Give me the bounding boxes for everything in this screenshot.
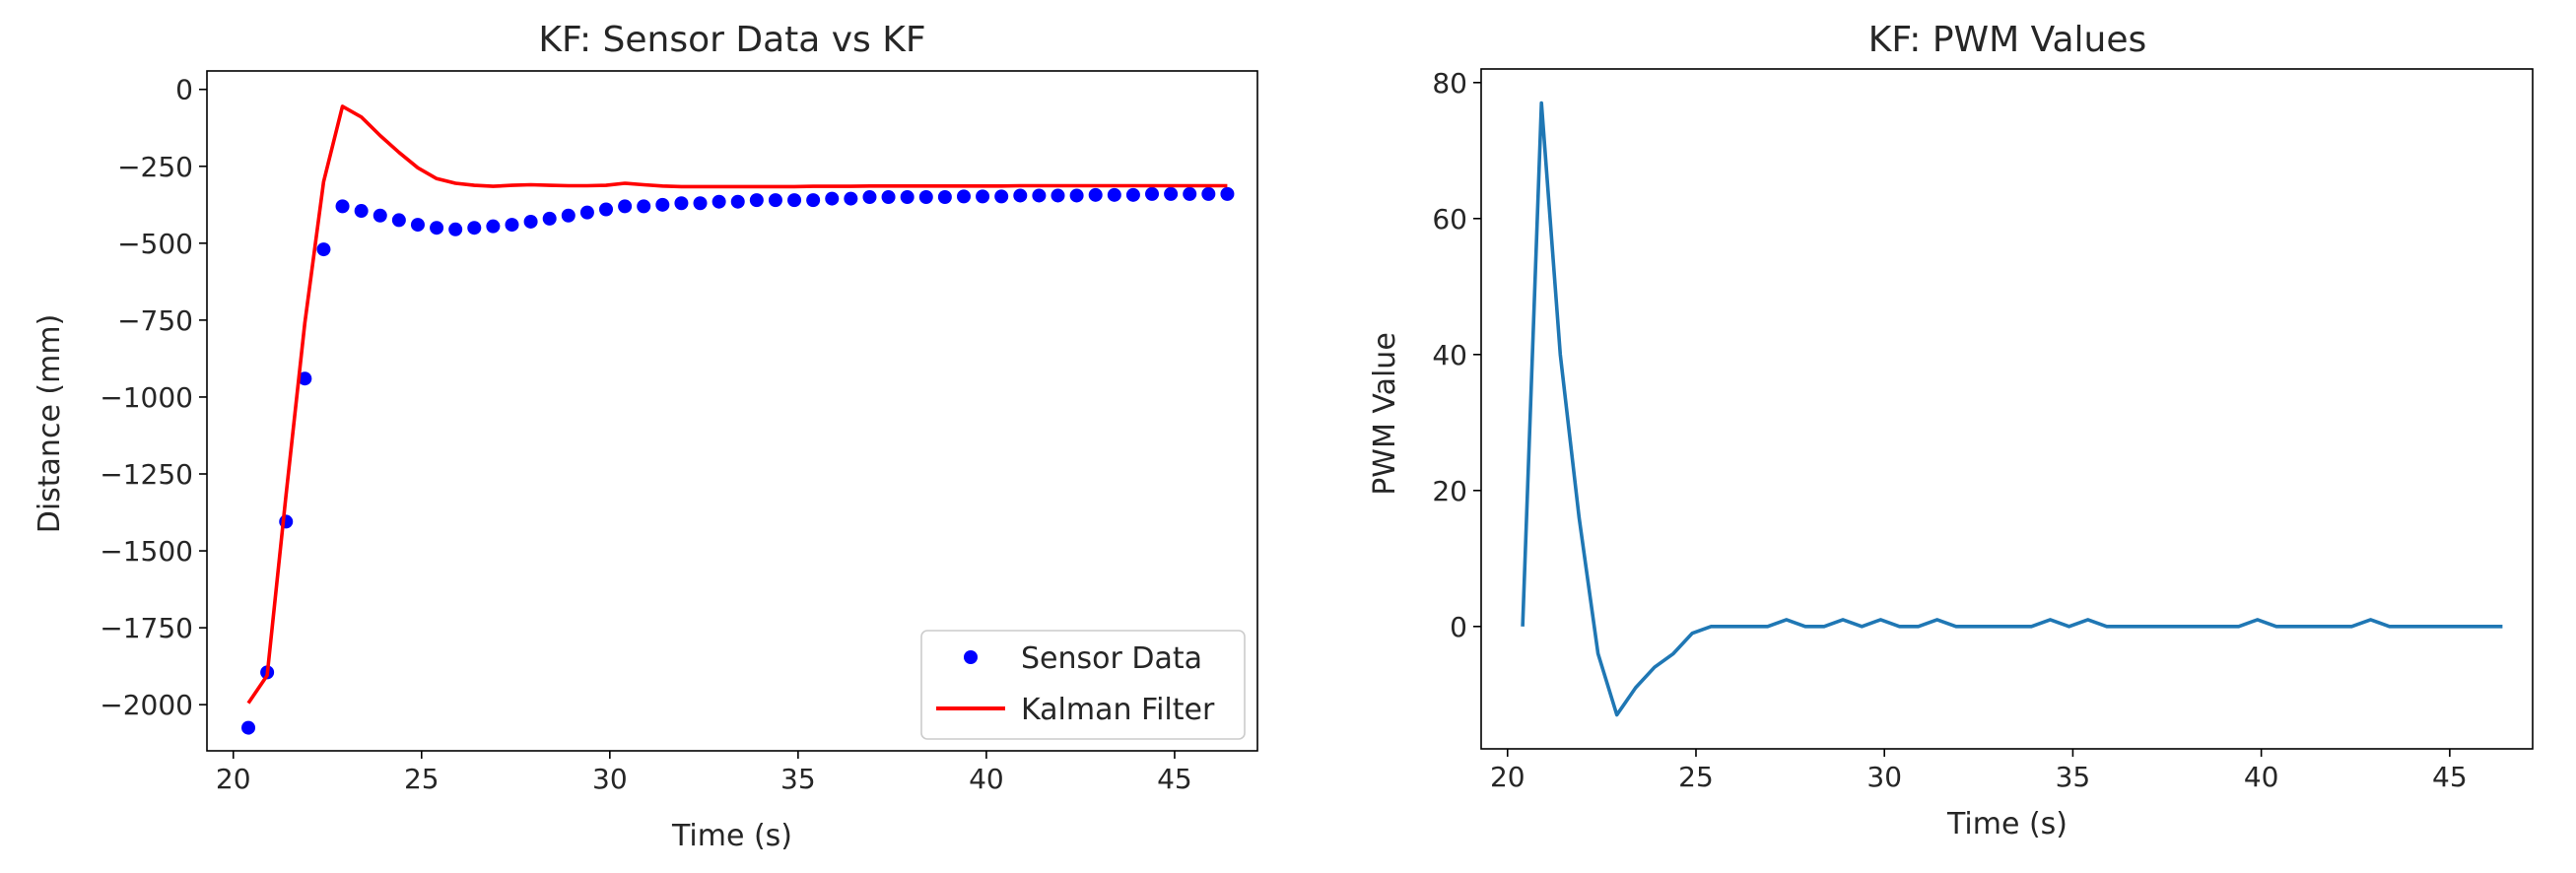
legend-label-kalman-filter: Kalman Filter [1021,693,1215,727]
data-point-sensor-data [579,205,594,220]
data-point-sensor-data [956,189,971,204]
data-point-sensor-data [505,218,519,233]
data-point-sensor-data [862,190,877,205]
data-point-sensor-data [1051,188,1065,203]
y-axis-label: Distance (mm) [33,314,67,534]
data-point-sensor-data [1220,186,1235,201]
axis-ticks: 20 25 30 35 40 45 0 −250 −500 −750 −1000 −1250 −1500… [100,74,1191,795]
data-point-sensor-data [976,189,990,204]
data-point-sensor-data [298,371,312,386]
data-point-sensor-data [1125,187,1140,202]
y-tick-label: −750 [117,304,193,337]
plot-area [1521,101,2503,717]
x-tick-label: 20 [216,763,251,795]
data-point-sensor-data [1183,186,1197,201]
y-tick-label: −250 [117,151,193,183]
data-point-sensor-data [674,196,689,211]
chart-title: KF: PWM Values [1868,20,2147,60]
data-point-sensor-data [316,242,331,257]
x-tick-label: 30 [1866,761,1902,793]
data-point-sensor-data [1164,186,1179,201]
data-point-sensor-data [637,199,651,214]
data-point-sensor-data [787,193,802,208]
legend-box [920,630,1246,740]
data-point-sensor-data [1032,188,1047,203]
data-point-sensor-data [881,190,896,205]
y-tick-label: 0 [1450,611,1467,643]
data-point-sensor-data [391,213,406,228]
data-point-sensor-data [448,222,463,236]
y-tick-label: 60 [1432,203,1467,235]
legend: Sensor Data Kalman Filter [920,630,1246,740]
x-tick-label: 40 [969,763,1004,795]
x-tick-label: 40 [2244,761,2279,793]
plot-frame [206,70,1258,752]
y-tick-label: 40 [1432,339,1467,371]
data-point-sensor-data [1088,187,1103,202]
plot-frame [1480,68,2534,750]
data-point-sensor-data [937,190,952,205]
x-tick-label: 35 [2056,761,2091,793]
data-point-sensor-data [335,199,350,214]
data-point-sensor-data [467,221,482,235]
data-point-sensor-data [1201,186,1216,201]
data-point-sensor-data [844,191,858,206]
data-point-sensor-data [900,190,915,205]
data-point-sensor-data [994,189,1009,204]
y-tick-label: −1750 [100,612,193,644]
data-point-sensor-data [1013,188,1028,203]
y-tick-label: 80 [1432,67,1467,100]
x-tick-label: 45 [1157,763,1192,795]
x-tick-label: 25 [404,763,440,795]
data-point-sensor-data [373,208,387,223]
data-point-sensor-data [561,208,576,223]
data-point-sensor-data [825,191,840,206]
data-point-sensor-data [241,720,256,735]
data-point-sensor-data [410,218,425,233]
y-tick-label: −1250 [100,458,193,491]
y-tick-label: −500 [117,228,193,260]
data-point-sensor-data [749,193,764,208]
y-tick-label: 0 [175,74,193,106]
x-tick-label: 35 [780,763,816,795]
x-tick-label: 45 [2432,761,2468,793]
y-axis-label: PWM Value [1368,332,1402,496]
x-tick-label: 20 [1490,761,1525,793]
y-tick-label: −2000 [100,689,193,721]
data-point-sensor-data [1107,187,1121,202]
data-point-sensor-data [523,214,538,229]
data-point-sensor-data [806,193,821,208]
x-axis-label: Time (s) [671,819,792,853]
plot-area [241,104,1235,735]
data-point-sensor-data [599,202,614,217]
chart-pwm-values: KF: PWM Values PWM Value Time (s) 20 25 30… [1368,20,2534,841]
data-point-sensor-data [693,196,708,211]
y-tick-label: −1000 [100,381,193,414]
data-point-sensor-data [1069,188,1084,203]
data-point-sensor-data [712,194,726,209]
y-tick-label: −1500 [100,535,193,568]
data-point-sensor-data [918,190,933,205]
y-tick-label: 20 [1432,475,1467,507]
data-point-sensor-data [430,221,444,235]
x-axis-label: Time (s) [1946,807,2068,841]
series-line-pwm-value [1521,101,2503,717]
x-tick-label: 30 [592,763,628,795]
chart-sensor-vs-kf: KF: Sensor Data vs KF Distance (mm) Time… [33,20,1258,853]
data-point-sensor-data [542,211,557,226]
data-point-sensor-data [354,204,369,219]
axis-ticks: 20 25 30 35 40 45 0 20 40 60 80 [1432,67,2467,793]
x-tick-label: 25 [1678,761,1714,793]
chart-title: KF: Sensor Data vs KF [538,20,925,60]
data-point-sensor-data [655,197,670,212]
data-point-sensor-data [1145,186,1160,201]
legend-label-sensor-data: Sensor Data [1021,641,1202,676]
data-point-sensor-data [618,199,633,214]
legend-marker-sensor-data [964,650,978,664]
data-point-sensor-data [486,219,501,234]
data-point-sensor-data [768,193,782,208]
data-point-sensor-data [730,194,745,209]
series-line-kalman-filter [246,104,1228,705]
